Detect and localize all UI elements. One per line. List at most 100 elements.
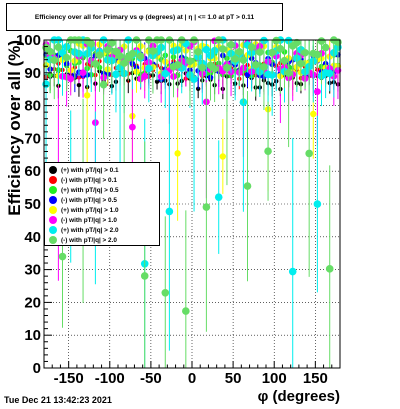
data-point (256, 48, 264, 56)
data-point (161, 289, 170, 297)
y-tick-label: 50 (24, 196, 41, 213)
data-point (194, 48, 202, 56)
legend-entry: (-) with pT/|q| > 2.0 (47, 235, 157, 245)
legend-entry: (+) with pT/|q| > 2.0 (47, 225, 157, 235)
y-tick-label: 20 (24, 294, 41, 311)
data-point (103, 45, 112, 54)
legend-marker (49, 226, 57, 234)
timestamp: Tue Dec 21 13:42:23 2021 (4, 395, 112, 405)
data-point (276, 45, 285, 53)
legend-label: (+) with pT/|q| > 0.1 (61, 166, 119, 174)
x-tick-label: -150 (54, 370, 84, 387)
legend-marker (49, 186, 57, 194)
data-point (149, 47, 157, 55)
data-point (272, 36, 281, 45)
data-point (173, 61, 182, 69)
data-point (120, 59, 128, 67)
chart-title: Efficiency over all for Primary vs φ (de… (34, 13, 255, 21)
data-point (243, 182, 252, 190)
data-point (325, 69, 334, 78)
data-point (190, 75, 198, 83)
data-point (264, 147, 272, 156)
data-point (260, 63, 268, 71)
data-point (293, 38, 301, 47)
y-tick-label: 80 (24, 98, 41, 115)
data-point (128, 123, 136, 131)
data-point (50, 56, 59, 64)
data-point (280, 57, 289, 65)
data-point (231, 55, 239, 63)
y-tick-label: 0 (33, 360, 41, 377)
x-tick-label: -100 (95, 370, 125, 387)
data-point (305, 149, 313, 158)
chart-title-box: Efficiency over all for Primary vs φ (de… (6, 3, 283, 31)
data-point (58, 252, 67, 261)
data-point (83, 92, 91, 99)
data-point (67, 75, 75, 83)
data-point (247, 43, 256, 51)
y-tick-label: 30 (24, 262, 41, 279)
data-point (214, 193, 223, 201)
data-point (161, 69, 170, 78)
x-axis-label: φ (degrees) (258, 388, 340, 405)
y-tick-label: 60 (24, 163, 41, 180)
data-point (154, 79, 160, 84)
data-point (219, 45, 227, 53)
x-tick-label: 0 (188, 370, 196, 387)
data-point (210, 65, 219, 73)
legend-marker (49, 176, 57, 184)
data-points (42, 36, 342, 368)
data-point (268, 48, 276, 57)
data-point (136, 52, 145, 60)
data-point (182, 307, 190, 315)
legend-entry: (+) with pT/|q| > 1.0 (47, 205, 157, 215)
y-axis-label: Efficiency over all (%) (5, 40, 24, 216)
legend-label: (-) with pT/|q| > 1.0 (61, 216, 117, 224)
axis-ticks: -150 -100 -50 0 50 100 150 0 10 20 30 40 50 60 70 80 90 1… (16, 32, 341, 387)
legend-entry: (-) with pT/|q| > 1.0 (47, 215, 157, 225)
legend-entry: (-) with pT/|q| > 0.5 (47, 195, 157, 205)
data-point (313, 88, 321, 96)
data-point (239, 56, 248, 64)
legend: (+) with pT/|q| > 0.1 (-) with pT/|q| > 0… (44, 162, 160, 246)
data-point (108, 39, 116, 47)
data-point (54, 43, 63, 51)
legend-marker (49, 216, 57, 224)
data-point (310, 110, 317, 118)
x-tick-label: -50 (140, 370, 162, 387)
legend-label: (+) with pT/|q| > 0.5 (61, 186, 119, 194)
data-point (128, 49, 137, 58)
legend-label: (+) with pT/|q| > 2.0 (61, 226, 119, 234)
y-tick-label: 90 (24, 65, 41, 82)
data-point (223, 63, 231, 72)
data-point (321, 43, 330, 52)
data-point (186, 57, 194, 66)
x-tick-label: 50 (225, 370, 242, 387)
legend-label: (-) with pT/|q| > 0.1 (61, 176, 117, 184)
data-point (288, 267, 297, 276)
data-point (62, 53, 71, 62)
data-point (91, 59, 100, 68)
x-tick-label: 150 (303, 370, 328, 387)
y-tick-label: 100 (16, 32, 41, 49)
data-point (141, 72, 149, 80)
data-point (174, 150, 181, 157)
data-point (112, 70, 120, 79)
data-point (198, 63, 207, 72)
data-point (87, 40, 96, 48)
legend-entry: (+) with pT/|q| > 0.1 (47, 165, 157, 175)
data-point (145, 64, 153, 73)
data-point (219, 153, 227, 160)
data-point (202, 45, 211, 54)
data-point (313, 50, 322, 59)
y-tick-label: 70 (24, 130, 41, 147)
data-point (297, 59, 305, 68)
legend-label: (-) with pT/|q| > 0.5 (61, 196, 117, 204)
data-point (140, 272, 149, 280)
data-point (313, 200, 322, 208)
data-point (317, 37, 326, 45)
x-tick-label: 100 (262, 370, 287, 387)
data-point (235, 48, 244, 56)
data-point (251, 61, 260, 69)
